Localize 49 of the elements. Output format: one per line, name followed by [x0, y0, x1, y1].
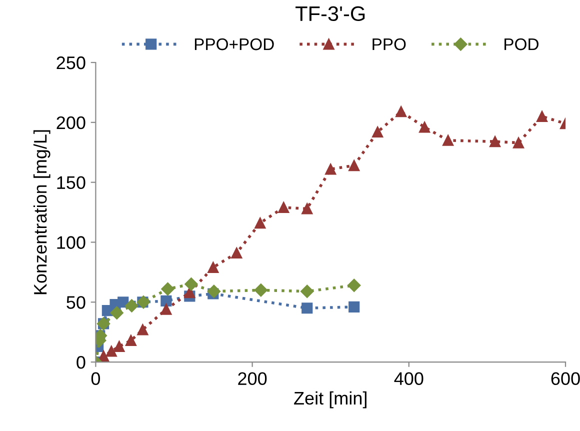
point	[348, 278, 361, 292]
point	[300, 284, 314, 298]
point	[160, 295, 172, 306]
chart-title: TF-3'-G	[296, 6, 365, 22]
point	[160, 304, 172, 315]
point	[442, 134, 454, 146]
legend-label: POD	[504, 38, 538, 50]
point	[419, 122, 430, 133]
point	[489, 136, 501, 148]
y-tick-label: 200	[56, 116, 86, 130]
point	[254, 284, 268, 297]
x-tick-label: 600	[551, 372, 580, 386]
point	[118, 296, 129, 308]
point	[207, 284, 221, 298]
point	[208, 262, 219, 273]
point	[184, 278, 198, 291]
point	[325, 164, 336, 175]
point	[302, 302, 313, 314]
point	[536, 110, 548, 122]
legend-label: PPO+POD	[194, 38, 274, 50]
y-axis-title: Konzentration [mg/L]	[33, 130, 50, 294]
y-tick-label: 0	[76, 356, 86, 369]
point	[110, 306, 124, 320]
point	[114, 340, 125, 352]
point	[125, 299, 138, 312]
point	[106, 346, 117, 357]
point	[98, 350, 110, 362]
x-tick-label: 400	[394, 372, 424, 386]
x-tick-label: 0	[91, 372, 100, 386]
point	[348, 301, 360, 312]
point	[348, 160, 360, 172]
y-tick-label: 150	[57, 176, 86, 190]
point	[254, 217, 266, 229]
point	[137, 324, 148, 336]
legend-label: PPO	[372, 38, 406, 50]
point	[302, 203, 313, 214]
point	[125, 334, 136, 346]
x-tick-label: 200	[238, 372, 267, 386]
y-tick-label: 50	[66, 296, 86, 309]
point	[372, 126, 384, 138]
point	[231, 247, 242, 259]
x-axis-title: Zeit [min]	[294, 391, 366, 408]
point	[184, 286, 196, 298]
point	[396, 106, 407, 118]
y-tick-label: 250	[56, 56, 86, 70]
point	[278, 202, 290, 214]
point	[512, 137, 524, 148]
y-tick-label: 100	[57, 236, 86, 249]
point	[161, 282, 174, 296]
